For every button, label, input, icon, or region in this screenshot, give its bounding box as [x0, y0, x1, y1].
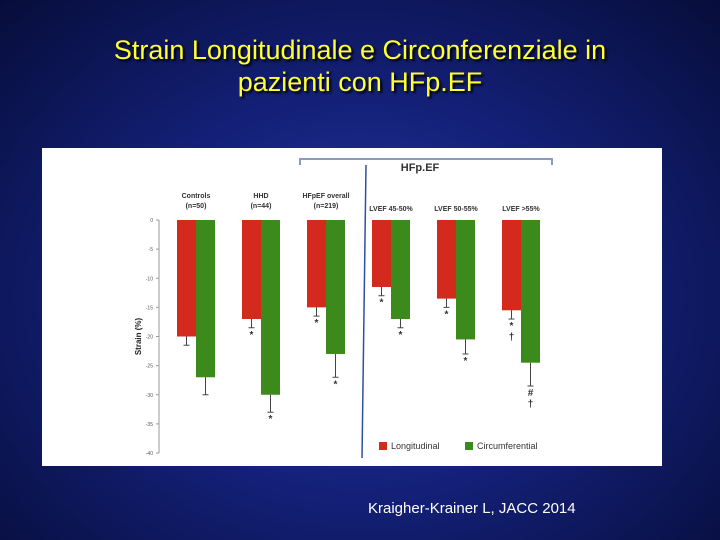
bar-longitudinal	[437, 220, 456, 299]
category-label-n: (n=50)	[186, 203, 207, 210]
significance-marker: †	[509, 332, 515, 343]
category-label-n: (n=219)	[314, 203, 339, 210]
bar-circumferential	[196, 220, 215, 378]
category-label: LVEF 50-55%	[434, 206, 478, 213]
bar-longitudinal	[502, 220, 521, 311]
bar-circumferential	[261, 220, 280, 395]
significance-marker: *	[250, 330, 254, 341]
significance-marker: *	[334, 379, 338, 390]
significance-marker: *	[315, 318, 319, 329]
category-label: LVEF 45-50%	[369, 206, 413, 213]
y-tick-label: -15	[146, 305, 153, 311]
y-tick-label: -35	[146, 422, 153, 428]
bar-longitudinal	[372, 220, 391, 287]
legend-swatch-longitudinal	[379, 442, 387, 450]
significance-marker: *	[464, 356, 468, 367]
significance-marker: *	[269, 414, 273, 425]
hfpef-bracket-label: HFp.EF	[401, 162, 440, 174]
y-tick-label: -30	[146, 393, 153, 399]
category-label: HFpEF overall	[302, 193, 349, 200]
significance-marker: †	[528, 399, 534, 410]
category-label: Controls	[182, 193, 211, 200]
y-tick-label: -10	[146, 276, 153, 282]
bar-longitudinal	[177, 220, 196, 337]
category-label-n: (n=44)	[251, 203, 272, 210]
slide-title-line-1: Strain Longitudinale e Circonferenziale …	[113, 35, 607, 65]
slide-title-line-2: pazienti con HFp.EF	[237, 67, 483, 97]
y-tick-label: -25	[146, 364, 153, 370]
category-label: HHD	[253, 193, 268, 200]
y-tick-label: 0	[150, 218, 153, 224]
bar-circumferential	[521, 220, 540, 363]
category-label: LVEF >55%	[502, 206, 540, 213]
citation: Kraigher-Krainer L, JACC 2014	[368, 500, 576, 517]
significance-marker: *	[510, 321, 514, 332]
bar-longitudinal	[307, 220, 326, 308]
legend-label-longitudinal: Longitudinal	[391, 441, 440, 451]
significance-marker: *	[380, 298, 384, 309]
hfpef-bracket	[299, 158, 553, 165]
bar-longitudinal	[242, 220, 261, 320]
bar-chart: 0 -5 -10 -15 -20 -25 -30 -35 -40 Strain (%) HFp.EF…	[134, 158, 553, 459]
significance-marker: *	[445, 309, 449, 320]
bar-circumferential	[326, 220, 345, 354]
legend-label-circumferential: Circumferential	[477, 441, 538, 451]
significance-marker: #	[528, 388, 534, 399]
bar-circumferential	[391, 220, 410, 320]
y-tick-label: -40	[146, 451, 153, 457]
bar-circumferential	[456, 220, 475, 340]
significance-marker: *	[399, 330, 403, 341]
y-tick-label: -5	[149, 247, 154, 253]
legend-swatch-circumferential	[465, 442, 473, 450]
figure-panel: 0 -5 -10 -15 -20 -25 -30 -35 -40 Strain (%) HFp.EF…	[42, 148, 662, 466]
subgroup-separator-line	[361, 164, 367, 459]
slide-title: Strain Longitudinale e Circonferenziale …	[0, 34, 720, 98]
y-tick-label: -20	[146, 335, 153, 341]
y-axis-label: Strain (%)	[134, 318, 143, 356]
